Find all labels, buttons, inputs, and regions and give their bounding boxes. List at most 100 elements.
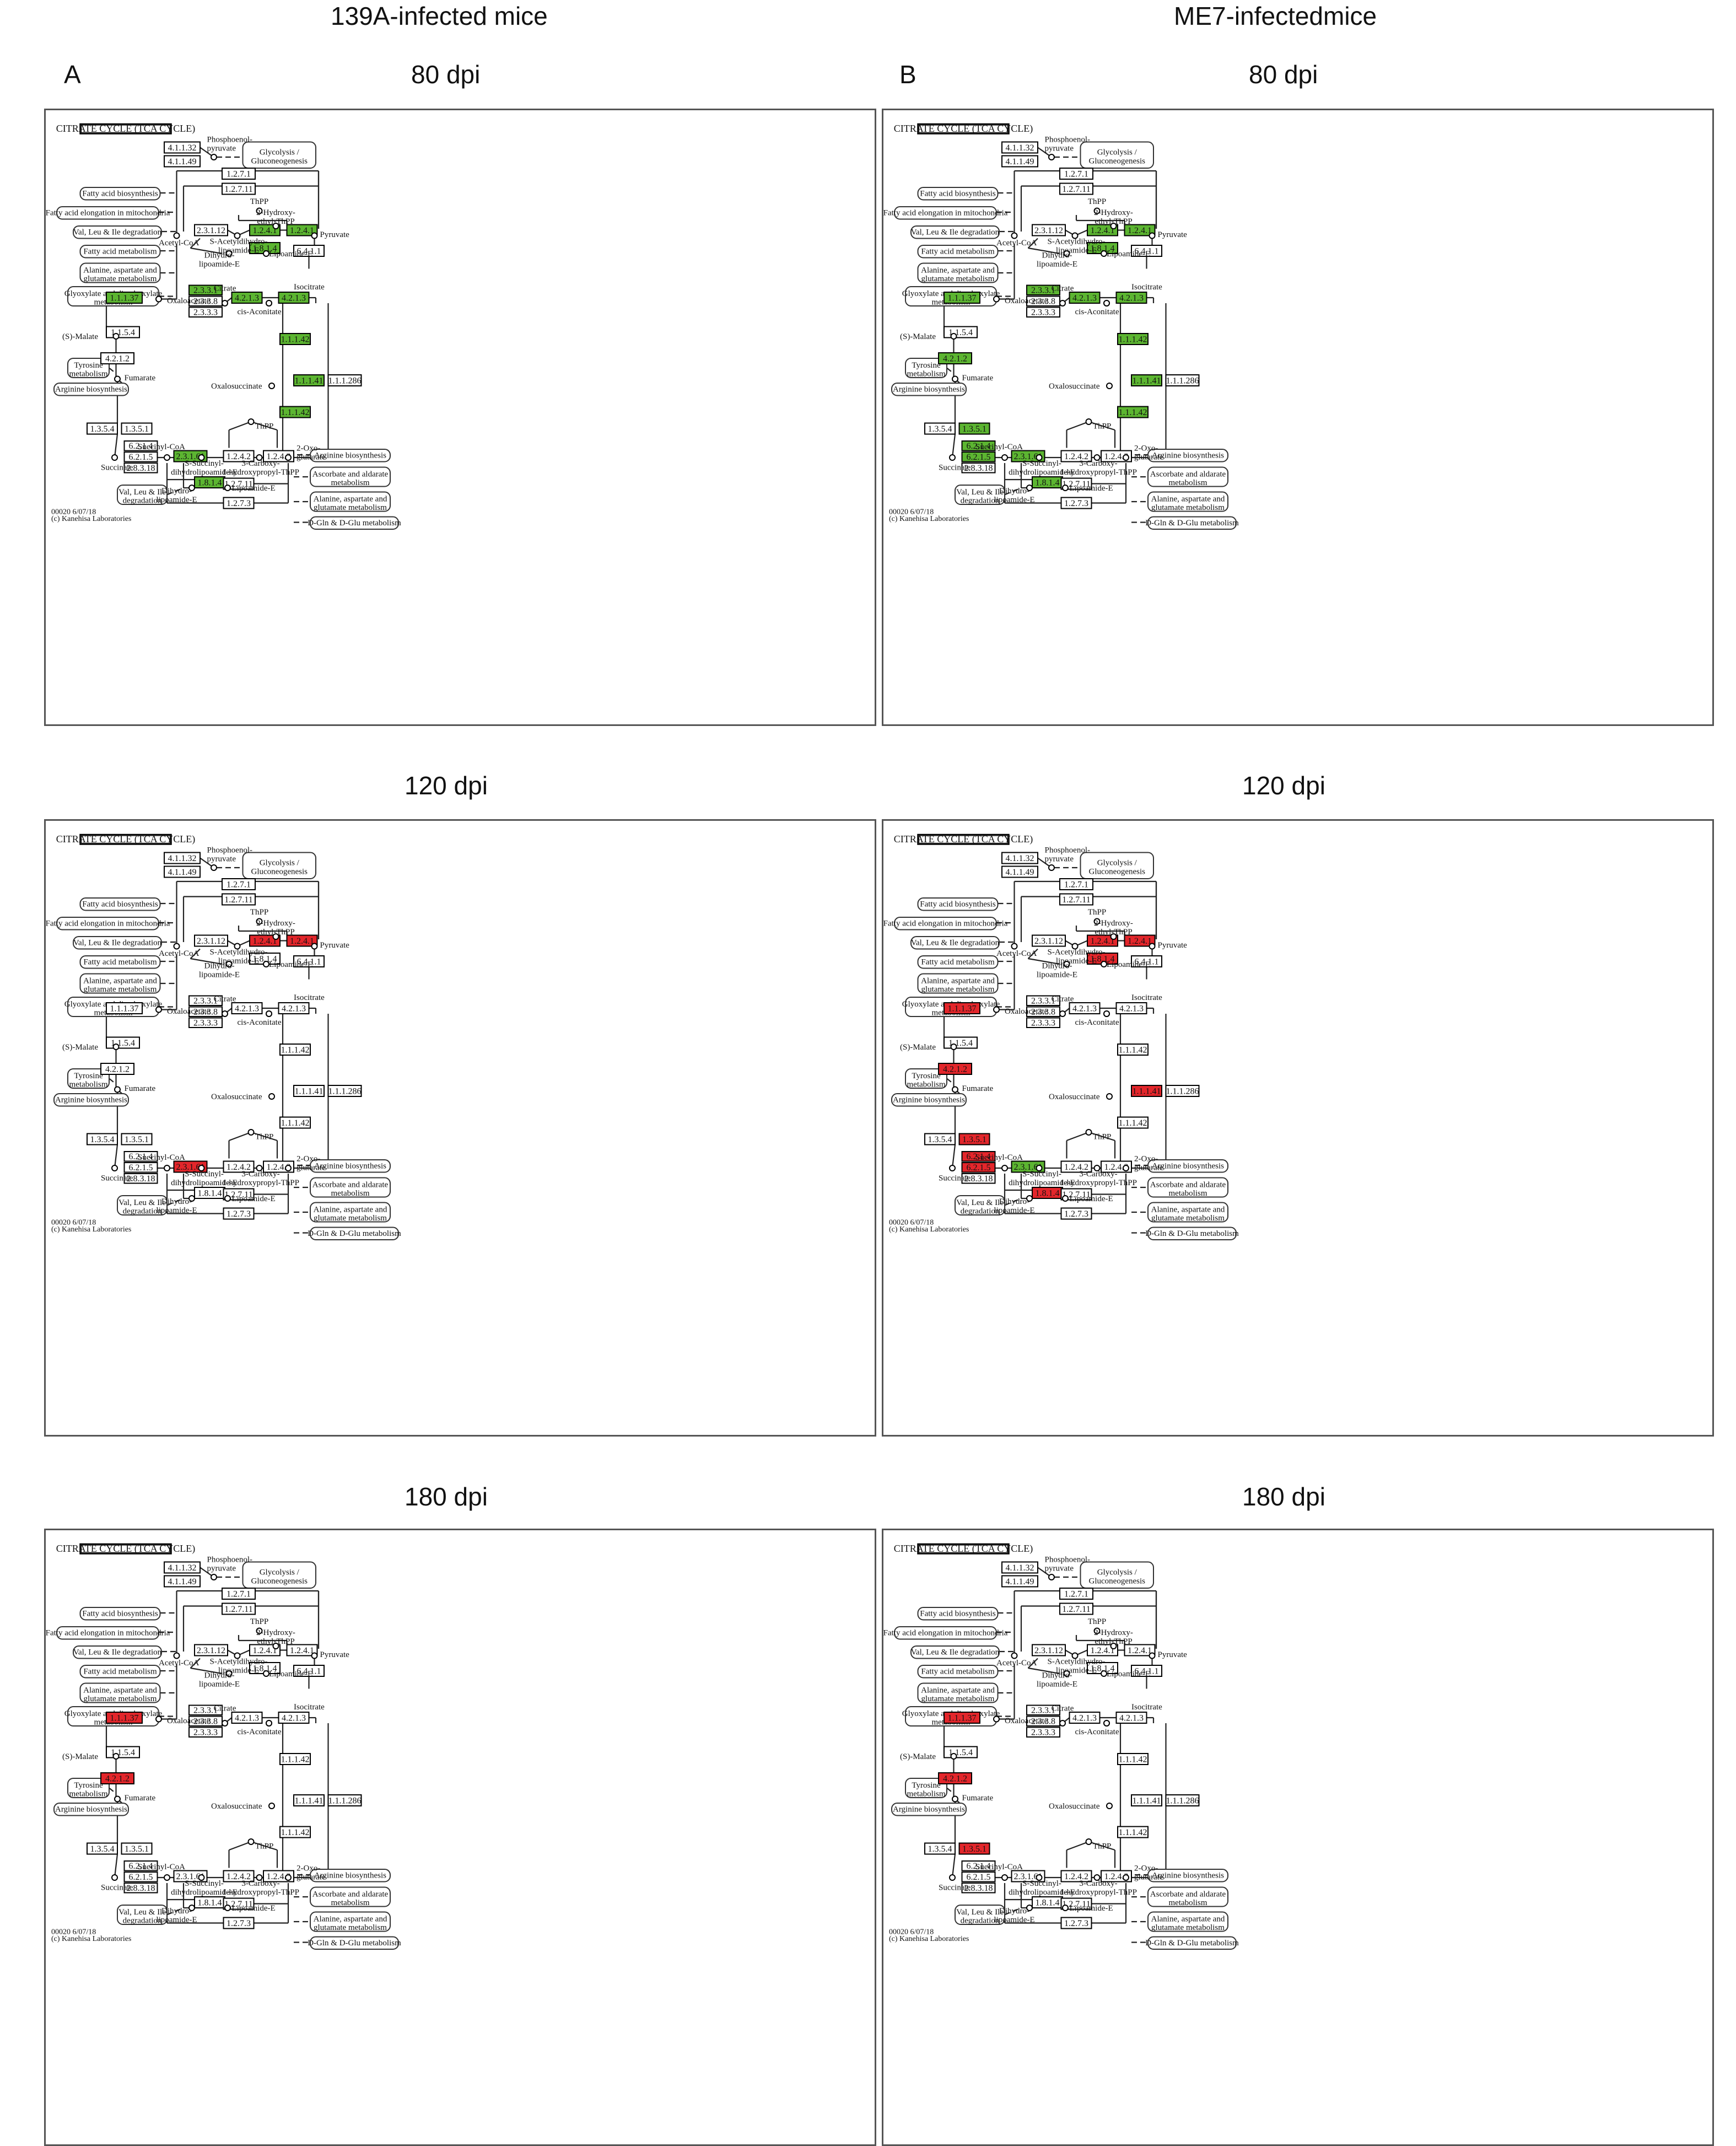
compound-label-dihydro1: Dihydro-lipoamide-E bbox=[199, 962, 240, 980]
compound-label-lipoamide2: Lipoamide-E bbox=[232, 1904, 276, 1913]
enzyme-box-e1354 bbox=[924, 422, 956, 435]
pathway-label-fae: Fatty acid elongation in mitochondria bbox=[46, 208, 170, 217]
compound-label-citrate: Citrate bbox=[214, 1704, 236, 1713]
compound-label-oxoglutarate: 2-Oxo-glutarate bbox=[1134, 1155, 1163, 1172]
enzyme-box-e11137 bbox=[106, 292, 143, 304]
compound-label-smalate: (S)-Malate bbox=[62, 1752, 98, 1761]
enzyme-box-e4213b bbox=[1115, 1002, 1147, 1014]
reaction-line bbox=[946, 367, 955, 374]
map-title-box bbox=[79, 1543, 172, 1555]
compound-node-tpp1 bbox=[256, 207, 263, 214]
enzyme-box-e12711a bbox=[222, 1602, 256, 1615]
reaction-line bbox=[1066, 1841, 1089, 1851]
compound-label-cisaconitate: cis-Aconitate bbox=[238, 1728, 282, 1736]
enzyme-box-e111286 bbox=[327, 374, 362, 386]
enzyme-box-e23112 bbox=[194, 934, 228, 947]
enzyme-label-e11141: 1.1.1.41 bbox=[1133, 376, 1161, 385]
pathway-box-fae bbox=[894, 1626, 997, 1640]
pathway-box-fab bbox=[917, 187, 999, 201]
compound-label-succinate: Succinate bbox=[101, 464, 133, 472]
enzyme-box-e41132 bbox=[164, 1561, 201, 1574]
compound-label-smalate: (S)-Malate bbox=[62, 332, 98, 341]
enzyme-box-e6411 bbox=[293, 955, 325, 967]
enzyme-box-e1241a bbox=[249, 934, 281, 947]
reaction-line bbox=[229, 1841, 251, 1851]
compound-label-pep: Phosphoenol-pyruvate bbox=[207, 846, 253, 864]
compound-node-acetylcoa bbox=[173, 232, 180, 239]
compound-node-oxoglutarate bbox=[285, 1165, 292, 1171]
citrate-cycle-map: CITRATE CYCLE (TCA CYCLE) Glycolysis / Glu… bbox=[46, 833, 401, 1240]
pathway-label-ala2: Alanine, aspartate and glutamate metaboli… bbox=[314, 1205, 387, 1223]
reaction-line bbox=[951, 434, 956, 458]
compound-node-pep bbox=[211, 154, 217, 160]
enzyme-label-e11142a: 1.1.1.42 bbox=[281, 1045, 310, 1055]
compound-node-oxoglutarate bbox=[1123, 1165, 1129, 1171]
enzyme-label-e6214: 6.2.1.4 bbox=[129, 1152, 153, 1161]
compound-node-lipoamide1 bbox=[263, 250, 269, 257]
pathway-label-vli1: Val, Leu & Ile degradation bbox=[73, 228, 162, 236]
enzyme-label-e1351: 1.3.5.1 bbox=[962, 1135, 986, 1144]
reaction-line bbox=[190, 958, 223, 965]
pathway-label-ala2: Alanine, aspartate and glutamate metaboli… bbox=[1151, 494, 1225, 512]
compound-label-tpp2: ThPP bbox=[255, 1133, 273, 1142]
compound-node-succinylcoa bbox=[1001, 1165, 1008, 1171]
compound-node-ssuccinyl bbox=[1036, 1165, 1043, 1171]
pathway-box-arg1 bbox=[891, 1803, 967, 1816]
pathway-label-fam: Fatty acid metabolism bbox=[83, 1667, 157, 1676]
compound-node-oxaloacetate bbox=[993, 295, 1000, 303]
compound-label-fumarate: Fumarate bbox=[125, 1794, 156, 1803]
enzyme-box-e4213b bbox=[1115, 292, 1147, 304]
enzyme-label-e28318: 2.8.3.18 bbox=[127, 464, 155, 473]
enzyme-box-e41149 bbox=[164, 1575, 201, 1588]
enzyme-box-e23112 bbox=[194, 1644, 228, 1656]
enzyme-label-e11142a: 1.1.1.42 bbox=[1119, 335, 1147, 344]
compound-label-tpp1: ThPP bbox=[1088, 197, 1106, 206]
compound-node-smalate bbox=[112, 1044, 120, 1050]
reaction-line bbox=[951, 1144, 956, 1169]
enzyme-label-e1241a: 1.2.4.1 bbox=[253, 226, 277, 235]
compound-label-lipoamide2: Lipoamide-E bbox=[232, 484, 276, 493]
pathway-label-tyr: Tyrosine metabolism bbox=[69, 1781, 108, 1799]
enzyme-label-e12711a: 1.2.7.11 bbox=[1062, 185, 1090, 194]
pathway-label-ala: Alanine, aspartate and glutamate metaboli… bbox=[83, 1686, 157, 1703]
compound-label-acetylcoa: Acetyl-CoA bbox=[996, 239, 1037, 248]
compound-node-dihydro1 bbox=[225, 961, 233, 967]
reaction-line bbox=[190, 1658, 201, 1669]
enzyme-label-e23161: 2.3.1.61 bbox=[1014, 1872, 1043, 1881]
enzyme-label-e1814b: 1.8.1.4 bbox=[1036, 1898, 1060, 1907]
pathway-label-fae: Fatty acid elongation in mitochondria bbox=[883, 1628, 1008, 1637]
pathway-box-fab bbox=[917, 897, 999, 911]
enzyme-label-e111286: 1.1.1.286 bbox=[328, 1796, 362, 1805]
enzyme-box-e1351 bbox=[958, 1842, 990, 1855]
enzyme-box-e1271a bbox=[1059, 168, 1093, 180]
map-footer-copyright: (c) Kanehisa Laboratories bbox=[889, 515, 969, 523]
pathway-box-dgln bbox=[1147, 516, 1237, 530]
pathway-box-vli2 bbox=[117, 485, 168, 505]
pathway-label-fam: Fatty acid metabolism bbox=[83, 247, 157, 256]
compound-node-hydroxy bbox=[1110, 1643, 1117, 1649]
map-title-box bbox=[917, 123, 1010, 135]
compound-node-tpp1 bbox=[1093, 1627, 1101, 1634]
pathway-box-dgln bbox=[310, 516, 399, 530]
enzyme-box-e2333 bbox=[1026, 1727, 1060, 1738]
enzyme-box-e11141 bbox=[293, 374, 325, 386]
enzyme-label-e1273: 1.2.7.3 bbox=[1064, 1209, 1088, 1219]
pathway-box-arg2 bbox=[1147, 1159, 1228, 1173]
map-title-box bbox=[79, 833, 172, 845]
compound-label-oxalosuccinate: Oxalosuccinate bbox=[211, 382, 262, 391]
pathway-label-arg1: Arginine biosynthesis bbox=[55, 385, 127, 394]
enzyme-box-e1242 bbox=[223, 450, 255, 462]
compound-node-tpp2 bbox=[1085, 1838, 1092, 1845]
pathway-label-ala2: Alanine, aspartate and glutamate metaboli… bbox=[1151, 1914, 1225, 1932]
pathway-box-arg2 bbox=[310, 1869, 391, 1883]
pathway-box-vli1 bbox=[73, 225, 162, 239]
map-footer-date: 00020 6/07/18 bbox=[51, 508, 96, 517]
pathway-box-fab bbox=[79, 897, 161, 911]
enzyme-label-e2331: 2.3.3.1 bbox=[193, 1706, 218, 1715]
enzyme-label-e4213b: 4.2.1.3 bbox=[1119, 1004, 1144, 1013]
compound-label-smalate: (S)-Malate bbox=[62, 1043, 98, 1052]
enzyme-box-e1242 bbox=[1060, 1870, 1092, 1883]
compound-label-oxaloacetate: Oxaloacetate bbox=[1005, 1717, 1048, 1725]
compound-label-tpp1: ThPP bbox=[250, 908, 268, 917]
reaction-line bbox=[1066, 421, 1089, 431]
